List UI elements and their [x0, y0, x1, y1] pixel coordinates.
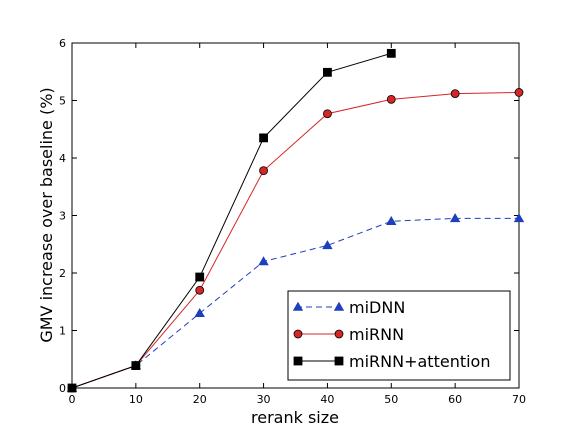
data-point-midnn: [322, 240, 333, 250]
series-line-midnn: [71, 217, 519, 389]
x-axis: 0 10 20 30 40 50 60 70: [69, 43, 526, 406]
legend-marker-midnn: [292, 301, 304, 311]
data-point-mirnn-attention: [67, 383, 77, 393]
series-line-mirnn-attention: [71, 52, 392, 389]
data-point-midnn: [513, 213, 525, 223]
y-tick-label: 6: [59, 37, 66, 50]
data-point-midnn: [386, 215, 397, 226]
data-point-midnn: [258, 256, 269, 266]
legend-label-mirnn: miRNN: [349, 325, 404, 344]
x-tick-label: 40: [320, 393, 334, 406]
x-tick-label: 30: [257, 393, 271, 406]
data-point-mirnn-attention: [323, 67, 332, 77]
x-tick-label: 10: [129, 393, 143, 406]
y-tick-label: 5: [59, 95, 66, 108]
series-line-mirnn: [71, 91, 520, 389]
series-mirnn-attention: [67, 48, 396, 393]
legend-marker-midnn: [333, 301, 345, 311]
data-point-mirnn-attention: [195, 272, 205, 282]
y-tick-label: 1: [59, 325, 66, 338]
y-tick-label: 4: [59, 152, 66, 165]
data-point-mirnn: [386, 94, 396, 104]
data-point-mirnn: [323, 109, 332, 119]
x-axis-title: rerank size: [251, 408, 339, 427]
legend-marker-mirnn: [334, 329, 344, 339]
y-axis: 0 1 2 3 4 5 6: [59, 37, 519, 395]
y-axis-title: GMV increase over baseline (%): [37, 87, 56, 342]
data-point-midnn: [194, 307, 205, 318]
legend: miDNN miRNN miRNN+attention: [287, 290, 511, 381]
data-point-mirnn: [514, 88, 524, 97]
data-point-mirnn: [259, 166, 268, 176]
data-point-mirnn-attention: [386, 48, 396, 58]
x-tick-label: 0: [69, 393, 76, 406]
data-point-midnn: [449, 213, 461, 223]
legend-marker-mirnn: [293, 329, 303, 339]
data-point-mirnn: [195, 285, 205, 295]
series-layer: [66, 48, 525, 393]
x-tick-label: 50: [384, 393, 398, 406]
x-tick-label: 70: [512, 393, 526, 406]
y-tick-label: 0: [59, 382, 66, 395]
data-point-mirnn: [450, 89, 460, 98]
x-tick-label: 60: [448, 393, 462, 406]
y-tick-label: 2: [59, 267, 66, 280]
legend-label-mirnn-attention: miRNN+attention: [349, 352, 490, 371]
y-tick-label: 3: [59, 210, 66, 223]
data-point-mirnn-attention: [259, 133, 268, 143]
legend-box: [287, 290, 511, 381]
legend-marker-mirnn-attention: [334, 356, 344, 366]
x-tick-label: 20: [193, 393, 207, 406]
legend-label-midnn: miDNN: [349, 298, 405, 317]
legend-marker-mirnn-attention: [293, 356, 303, 366]
data-point-mirnn-attention: [131, 361, 141, 370]
